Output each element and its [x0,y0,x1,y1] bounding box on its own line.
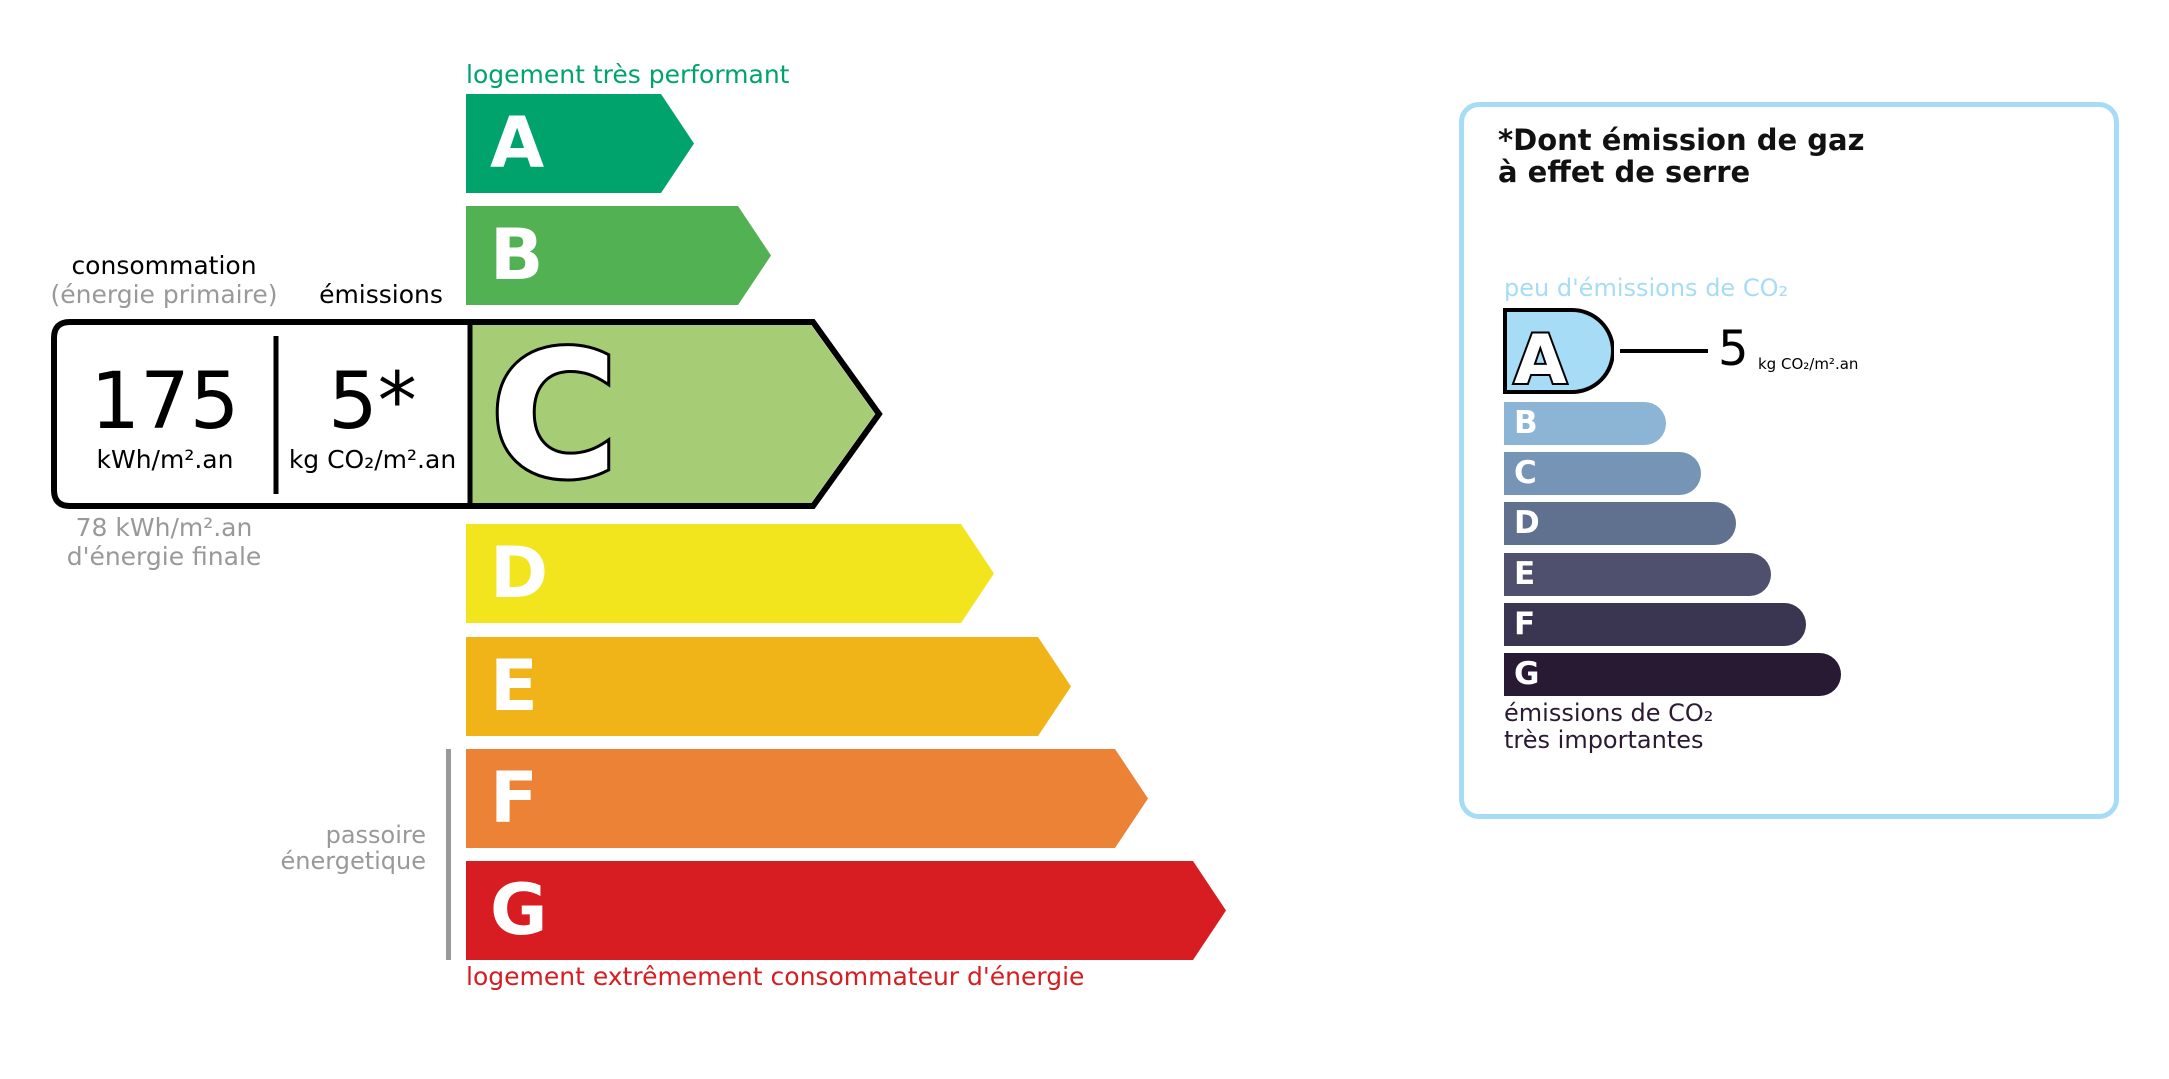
ges-class-a-current: A [1503,308,1614,397]
class-letter: A [490,102,545,184]
ges-title-line2: à effet de serre [1498,155,1751,189]
final-energy-label: d'énergie finale [66,542,262,571]
ges-class-g: G [1504,653,1841,696]
class-letter: B [1514,405,1538,441]
consumption-value: 175 [90,357,240,447]
class-letter: G [490,869,548,951]
current-energy-box: C [51,316,883,512]
passoire-divider [446,749,451,960]
ges-title-line1: *Dont émission de gaz [1498,123,1865,157]
consumption-unit: kWh/m².an [96,445,234,474]
ges-top-label: peu d'émissions de CO₂ [1504,274,1789,302]
emissions-value: 5* [328,357,417,447]
ges-value-connector [1620,349,1708,353]
energy-class-f: F [466,749,1148,848]
current-class-letter: C [490,316,618,512]
energy-class-c [470,325,875,503]
ges-class-f: F [1504,603,1806,646]
class-letter: C [1514,455,1537,491]
energy-class-e: E [466,637,1071,736]
ges-class-e: E [1504,553,1771,596]
class-letter: F [490,757,538,839]
ges-class-c: C [1504,452,1701,495]
ges-bottom-line1: émissions de CO₂ [1504,699,1714,727]
energy-class-a: A [466,94,694,193]
svg-text:A: A [1514,321,1567,397]
energy-class-b: B [466,206,771,305]
class-letter: G [1514,656,1540,692]
final-energy-value: 78 kWh/m².an [75,513,253,542]
ges-bottom-line2: très importantes [1504,726,1704,754]
class-letter: D [1514,505,1540,541]
class-letter: E [490,645,538,727]
ges-title: *Dont émission de gaz à effet de serre [1498,124,1864,188]
class-letter: E [1514,556,1536,592]
emissions-unit: kg CO₂/m².an [288,445,457,474]
energy-class-g: G [466,861,1226,960]
emissions-title: émissions [319,280,443,309]
consumption-subtitle: (énergie primaire) [50,280,278,309]
ges-class-b: B [1504,402,1666,445]
energy-bottom-label: logement extrêmement consommateur d'éner… [466,962,1085,991]
passoire-line2: énergetique [280,847,426,875]
passoire-line1: passoire [325,821,426,849]
ges-bottom-label: émissions de CO₂ très importantes [1504,700,1713,754]
class-letter: B [490,214,544,296]
ges-class-d: D [1504,502,1736,545]
class-letter: D [490,532,549,614]
ges-panel [1459,102,2119,819]
passoire-label: passoire énergetique [281,822,426,874]
class-letter: F [1514,606,1536,642]
ges-value: 5 [1718,321,1749,377]
ges-unit: kg CO₂/m².an [1758,355,1859,373]
energy-class-d: D [466,524,994,623]
consumption-title: consommation [71,251,257,280]
energy-top-label: logement très performant [466,60,790,89]
